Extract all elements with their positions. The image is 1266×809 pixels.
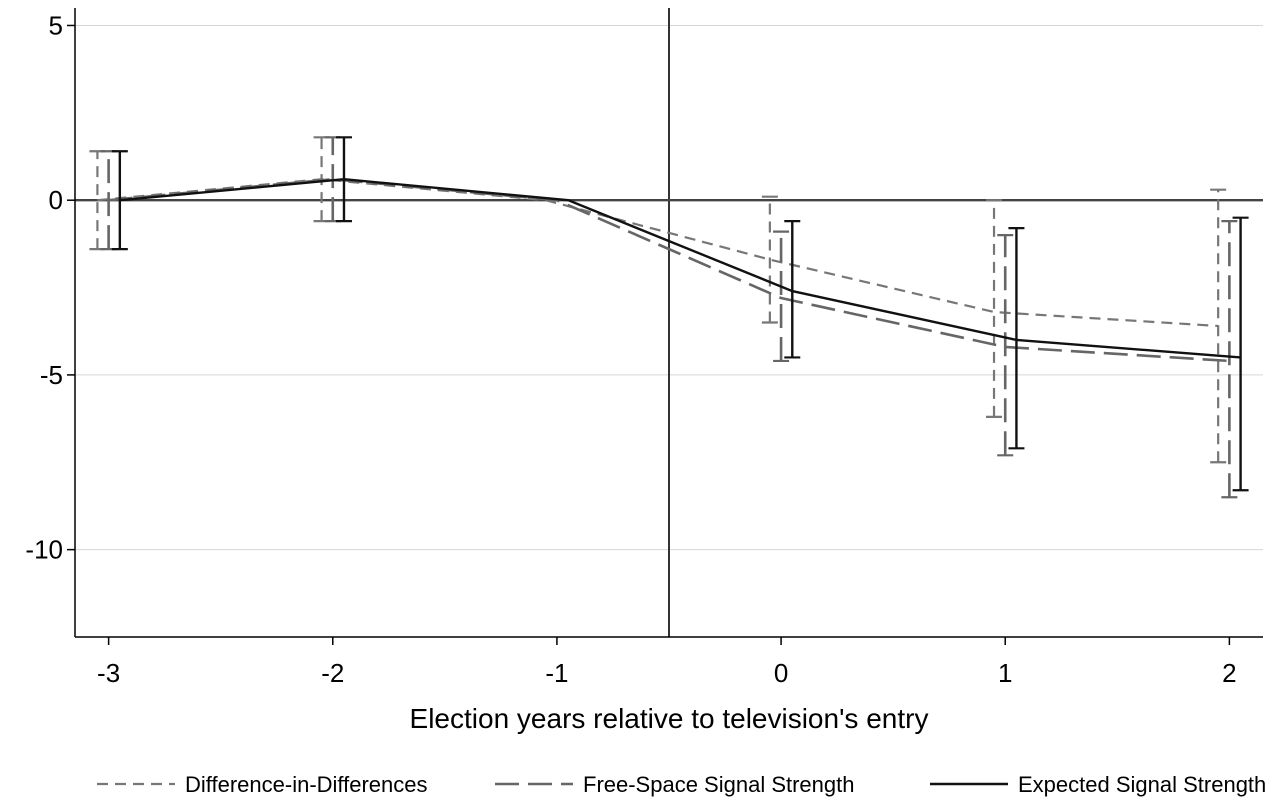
axes [67,8,1263,645]
x-tick-labels: -3 -2 -1 0 1 2 [97,658,1237,688]
x-tick-label: 1 [998,658,1012,688]
legend-label-1: Free-Space Signal Strength [583,772,855,797]
legend-label-2: Expected Signal Strength [1018,772,1266,797]
series-2 [111,136,1249,492]
series-layer [89,136,1249,499]
series-line-2 [119,178,1241,359]
x-axis-title: Election years relative to television's … [410,703,929,734]
y-tick-label: -5 [40,360,63,390]
y-tick-label: 5 [49,10,63,40]
legend: Difference-in-Differences Free-Space Sign… [97,772,1266,797]
x-tick-label: -1 [545,658,568,688]
x-tick-label: -3 [97,658,120,688]
x-tick-label: -2 [321,658,344,688]
y-tick-labels: 5 0 -5 -10 [25,10,63,564]
reference-lines [75,8,1263,637]
y-tick-label: -10 [25,535,63,565]
x-tick-label: 2 [1222,658,1236,688]
legend-label-0: Difference-in-Differences [185,772,428,797]
y-tick-label: 0 [49,185,63,215]
x-tick-label: 0 [774,658,788,688]
series-1 [100,136,1238,499]
